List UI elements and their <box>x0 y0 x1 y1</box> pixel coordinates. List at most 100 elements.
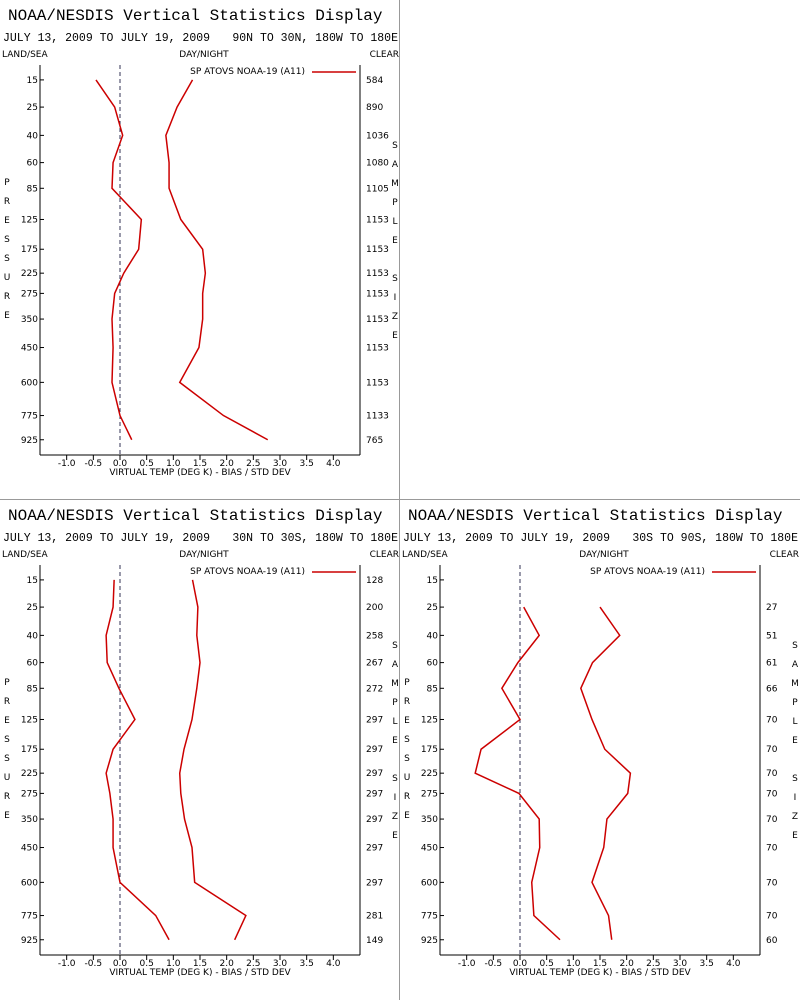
panel: NOAA/NESDIS Vertical Statistics Display J… <box>2 507 400 978</box>
sample-size: 297 <box>366 844 383 854</box>
x-tick-label: 4.0 <box>726 959 741 969</box>
sample-size: 66 <box>766 684 778 694</box>
region: 90N TO 30N, 180W TO 180E <box>232 32 398 45</box>
x-tick-label: 3.0 <box>273 959 288 969</box>
y-tick-label: 450 <box>21 844 38 854</box>
sample-size: 70 <box>766 769 778 779</box>
y-tick-label: 85 <box>427 684 438 694</box>
sample-size: 70 <box>766 815 778 825</box>
x-tick-label: 0.5 <box>540 959 554 969</box>
panel: NOAA/NESDIS Vertical Statistics Display J… <box>2 7 400 478</box>
y-tick-label: 175 <box>421 745 438 755</box>
x-tick-label: 0.0 <box>513 959 528 969</box>
y-axis-label: PRESSURE <box>402 678 412 830</box>
sample-size: 267 <box>366 659 383 669</box>
land-sea: LAND/SEA <box>2 550 48 560</box>
x-axis-label: VIRTUAL TEMP (DEG K) - BIAS / STD DEV <box>509 968 691 978</box>
sample-size: 1153 <box>366 269 389 279</box>
sample-size: 258 <box>366 631 383 641</box>
date-range: JULY 13, 2009 TO JULY 19, 2009 <box>3 32 210 45</box>
region: 30N TO 30S, 180W TO 180E <box>232 532 398 545</box>
date-range: JULY 13, 2009 TO JULY 19, 2009 <box>3 532 210 545</box>
y-tick-label: 225 <box>21 269 38 279</box>
x-tick-label: 4.0 <box>326 459 341 469</box>
sample-size: 890 <box>366 103 383 113</box>
x-tick-label: 1.5 <box>193 459 207 469</box>
sample-size: 200 <box>366 603 383 613</box>
sample-size: 1133 <box>366 412 389 422</box>
sample-size: 1153 <box>366 289 389 299</box>
y-tick-label: 25 <box>27 603 38 613</box>
x-tick-label: -0.5 <box>485 959 503 969</box>
sample-size: 1153 <box>366 215 389 225</box>
sample-size: 297 <box>366 769 383 779</box>
y-tick-label: 15 <box>427 576 438 586</box>
x-tick-label: 0.0 <box>113 459 128 469</box>
x-tick-label: 0.5 <box>140 459 154 469</box>
land-sea: LAND/SEA <box>402 550 448 560</box>
legend-label: SP ATOVS NOAA-19 (A11) <box>590 567 705 577</box>
sample-size: 128 <box>366 576 383 586</box>
x-tick-label: 3.5 <box>300 959 314 969</box>
sample-size: 60 <box>766 936 778 946</box>
legend-label: SP ATOVS NOAA-19 (A11) <box>190 567 305 577</box>
x-tick-label: -1.0 <box>58 459 76 469</box>
sample-size: 1153 <box>366 378 389 388</box>
sample-size: 27 <box>766 603 777 613</box>
sample-size: 51 <box>766 631 777 641</box>
x-tick-label: -0.5 <box>85 459 103 469</box>
x-tick-label: 0.0 <box>113 959 128 969</box>
x-tick-label: 1.5 <box>593 959 607 969</box>
title: NOAA/NESDIS Vertical Statistics Display <box>8 507 383 525</box>
x-tick-label: 2.0 <box>220 459 235 469</box>
date-range: JULY 13, 2009 TO JULY 19, 2009 <box>403 532 610 545</box>
x-tick-label: -0.5 <box>85 959 103 969</box>
y-tick-label: 15 <box>27 76 38 86</box>
y-tick-label: 40 <box>27 131 39 141</box>
land-sea: LAND/SEA <box>2 50 48 60</box>
y-tick-label: 600 <box>21 378 38 388</box>
clear: CLEAR <box>370 550 399 560</box>
sample-size: 1153 <box>366 344 389 354</box>
y-tick-label: 40 <box>27 631 39 641</box>
x-tick-label: 3.5 <box>300 459 314 469</box>
sample-size: 70 <box>766 715 778 725</box>
y-tick-label: 125 <box>21 715 38 725</box>
clear: CLEAR <box>770 550 799 560</box>
y-axis-label: PRESSURE <box>2 178 12 330</box>
y2-axis-label: SAMPLE SIZE <box>390 141 400 350</box>
y-tick-label: 925 <box>21 436 38 446</box>
std-dev-line <box>165 79 269 441</box>
sample-size: 297 <box>366 715 383 725</box>
sample-size: 1036 <box>366 131 389 141</box>
y2-axis-label: SAMPLE SIZE <box>790 641 800 850</box>
x-tick-label: 2.5 <box>246 959 260 969</box>
x-tick-label: 2.5 <box>646 959 660 969</box>
x-axis-label: VIRTUAL TEMP (DEG K) - BIAS / STD DEV <box>109 468 291 478</box>
y-tick-label: 925 <box>21 936 38 946</box>
sample-size: 297 <box>366 878 383 888</box>
x-tick-label: 2.0 <box>620 959 635 969</box>
day-night: DAY/NIGHT <box>179 50 229 60</box>
sample-size: 1105 <box>366 184 389 194</box>
y-tick-label: 60 <box>427 659 439 669</box>
sample-size: 70 <box>766 878 778 888</box>
y-tick-label: 125 <box>421 715 438 725</box>
sample-size: 584 <box>366 76 383 86</box>
x-tick-label: 1.0 <box>566 959 581 969</box>
day-night: DAY/NIGHT <box>179 550 229 560</box>
y-tick-label: 125 <box>21 215 38 225</box>
y-tick-label: 450 <box>21 344 38 354</box>
sample-size: 70 <box>766 912 778 922</box>
y-tick-label: 60 <box>27 659 39 669</box>
x-tick-label: 2.5 <box>246 459 260 469</box>
x-tick-label: 0.5 <box>140 959 154 969</box>
x-tick-label: 2.0 <box>220 959 235 969</box>
std-dev-line <box>178 579 247 941</box>
y2-axis-label: SAMPLE SIZE <box>390 641 400 850</box>
x-tick-label: 3.0 <box>673 959 688 969</box>
x-tick-label: 3.5 <box>700 959 714 969</box>
y-tick-label: 225 <box>21 769 38 779</box>
sample-size: 70 <box>766 844 778 854</box>
